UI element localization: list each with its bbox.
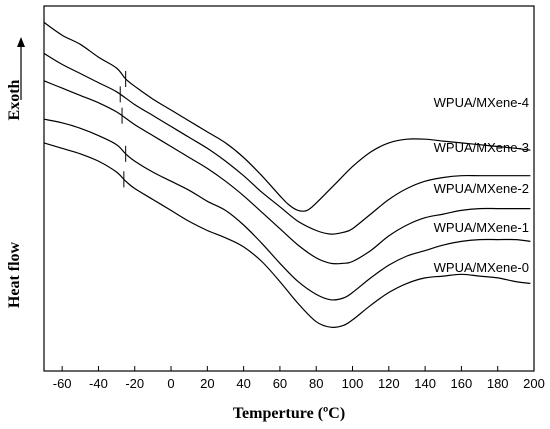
plot-frame xyxy=(43,5,535,372)
x-tick-label: -20 xyxy=(125,376,144,391)
x-tick-label: 0 xyxy=(167,376,174,391)
x-axis-title: Temperture (ºC) xyxy=(233,405,345,422)
exo-arrow-icon xyxy=(17,37,25,47)
series-line xyxy=(43,80,531,265)
series-label: WPUA/MXene-2 xyxy=(434,181,529,196)
x-tick-label: 180 xyxy=(487,376,509,391)
x-axis-ticks: -60 -40 -20 0 20 40 60 80 100 120 140 160 180 200 xyxy=(53,366,545,391)
series-line xyxy=(43,52,531,235)
x-tick-label: 160 xyxy=(451,376,473,391)
x-tick-label: 200 xyxy=(523,376,545,391)
y-axis-title: Heat flow xyxy=(6,241,23,308)
series-line xyxy=(43,118,531,301)
x-tick-label: 60 xyxy=(273,376,287,391)
x-tick-label: -40 xyxy=(89,376,108,391)
x-tick-label: 40 xyxy=(236,376,250,391)
exo-label: Exoth xyxy=(6,79,23,120)
x-tick-label: 140 xyxy=(414,376,436,391)
x-tick-label: 100 xyxy=(342,376,364,391)
series-label: WPUA/MXene-1 xyxy=(434,220,529,235)
x-tick-label: 20 xyxy=(200,376,214,391)
series-label: WPUA/MXene-3 xyxy=(434,140,529,155)
x-tick-label: 120 xyxy=(378,376,400,391)
x-tick-label: 80 xyxy=(309,376,323,391)
series-line xyxy=(43,142,531,328)
curves-group xyxy=(43,21,531,328)
x-tick-label: -60 xyxy=(53,376,72,391)
series-label: WPUA/MXene-0 xyxy=(434,260,529,275)
tg-markers-group xyxy=(119,71,127,188)
series-label: WPUA/MXene-4 xyxy=(434,95,529,110)
curve-labels-group: WPUA/MXene-4 WPUA/MXene-3 WPUA/MXene-2 WPUA… xyxy=(434,95,529,275)
